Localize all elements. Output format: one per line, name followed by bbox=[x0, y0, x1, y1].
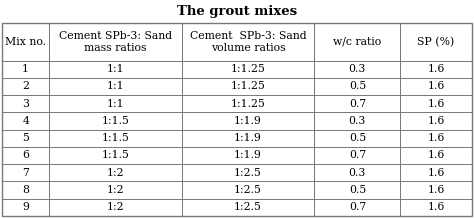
Text: 8: 8 bbox=[22, 185, 29, 195]
Text: Mix no.: Mix no. bbox=[5, 37, 46, 47]
Text: 1:1.25: 1:1.25 bbox=[231, 64, 265, 74]
Text: 1:2: 1:2 bbox=[107, 202, 124, 212]
Text: 0.5: 0.5 bbox=[349, 133, 366, 143]
Text: 1:1.5: 1:1.5 bbox=[101, 150, 129, 160]
Text: SP (%): SP (%) bbox=[418, 37, 455, 47]
Text: 1.6: 1.6 bbox=[428, 64, 445, 74]
Text: Cement SPb-3: Sand
mass ratios: Cement SPb-3: Sand mass ratios bbox=[59, 31, 172, 53]
Text: 1: 1 bbox=[22, 64, 29, 74]
Text: 0.7: 0.7 bbox=[349, 99, 366, 109]
Text: 1:2.5: 1:2.5 bbox=[234, 185, 262, 195]
Text: w/c ratio: w/c ratio bbox=[333, 37, 382, 47]
Text: 1.6: 1.6 bbox=[428, 168, 445, 178]
Text: 3: 3 bbox=[22, 99, 29, 109]
Text: 1.6: 1.6 bbox=[428, 81, 445, 91]
Text: 0.7: 0.7 bbox=[349, 202, 366, 212]
Text: 0.3: 0.3 bbox=[349, 168, 366, 178]
Text: 1:1.9: 1:1.9 bbox=[234, 150, 262, 160]
Text: 1.6: 1.6 bbox=[428, 185, 445, 195]
Text: 1:1.5: 1:1.5 bbox=[101, 116, 129, 126]
Text: 7: 7 bbox=[22, 168, 29, 178]
Text: 1.6: 1.6 bbox=[428, 116, 445, 126]
Text: 1:2.5: 1:2.5 bbox=[234, 202, 262, 212]
Text: 1:1: 1:1 bbox=[107, 81, 124, 91]
Text: 1:1.25: 1:1.25 bbox=[231, 81, 265, 91]
Text: 1:1: 1:1 bbox=[107, 64, 124, 74]
Text: 1.6: 1.6 bbox=[428, 133, 445, 143]
Text: 0.5: 0.5 bbox=[349, 81, 366, 91]
Text: 1.6: 1.6 bbox=[428, 202, 445, 212]
Text: 1:2: 1:2 bbox=[107, 185, 124, 195]
Text: 1.6: 1.6 bbox=[428, 150, 445, 160]
Text: The grout mixes: The grout mixes bbox=[177, 5, 297, 19]
Text: 2: 2 bbox=[22, 81, 29, 91]
Text: Cement  SPb-3: Sand
volume ratios: Cement SPb-3: Sand volume ratios bbox=[190, 31, 306, 53]
Text: 0.3: 0.3 bbox=[349, 64, 366, 74]
Text: 1:1.25: 1:1.25 bbox=[231, 99, 265, 109]
Text: 5: 5 bbox=[22, 133, 29, 143]
Text: 1:2: 1:2 bbox=[107, 168, 124, 178]
Text: 4: 4 bbox=[22, 116, 29, 126]
Text: 1:1: 1:1 bbox=[107, 99, 124, 109]
Text: 1:1.9: 1:1.9 bbox=[234, 116, 262, 126]
Text: 9: 9 bbox=[22, 202, 29, 212]
Text: 1:1.9: 1:1.9 bbox=[234, 133, 262, 143]
Text: 1:1.5: 1:1.5 bbox=[101, 133, 129, 143]
Text: 6: 6 bbox=[22, 150, 29, 160]
Text: 1.6: 1.6 bbox=[428, 99, 445, 109]
Text: 0.5: 0.5 bbox=[349, 185, 366, 195]
Text: 1:2.5: 1:2.5 bbox=[234, 168, 262, 178]
Text: 0.3: 0.3 bbox=[349, 116, 366, 126]
Text: 0.7: 0.7 bbox=[349, 150, 366, 160]
